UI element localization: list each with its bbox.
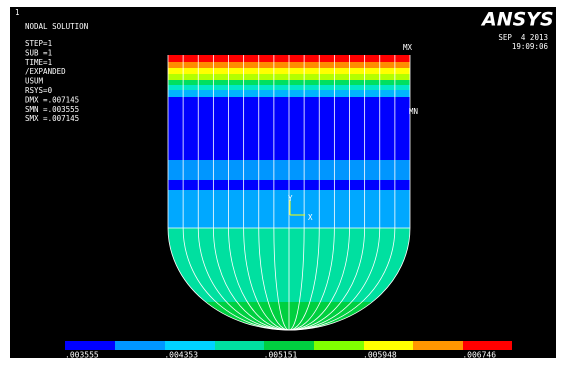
result-info-line: /EXPANDED — [25, 67, 66, 76]
viewport-number: 1 — [15, 8, 20, 17]
result-info-line: TIME=1 — [25, 58, 52, 67]
max-marker: MX — [403, 43, 413, 52]
ansys-window: 1 NODAL SOLUTION STEP=1SUB =1TIME=1/EXPA… — [0, 0, 566, 371]
legend-label: .006347 — [413, 360, 447, 369]
logo: ANSYS — [480, 9, 554, 31]
legend-bar — [65, 341, 512, 350]
legend-label: .004752 — [214, 360, 248, 369]
legend-label: .007145 — [478, 360, 512, 369]
result-info-line: DMX =.007145 — [25, 95, 79, 104]
axis-y-label: Y — [288, 194, 293, 203]
result-info-line: STEP=1 — [25, 39, 52, 48]
min-marker: MN — [409, 107, 418, 116]
legend-label: .005948 — [363, 351, 397, 360]
legend-label: .006746 — [462, 351, 496, 360]
result-info-line: SMN =.003555 — [25, 105, 79, 114]
result-info-line: USUM — [25, 77, 44, 86]
legend-label: .003954 — [115, 360, 149, 369]
time: 19:09:06 — [512, 42, 549, 51]
result-title: NODAL SOLUTION — [25, 22, 88, 31]
axis-x-label: X — [308, 213, 313, 222]
legend-label: .003555 — [65, 351, 99, 360]
legend-label: .005151 — [264, 351, 298, 360]
result-info-line: SMX =.007145 — [25, 114, 79, 123]
result-info-line: SUB =1 — [25, 48, 52, 57]
legend-label: .005549 — [313, 360, 347, 369]
legend-label: .004353 — [164, 351, 198, 360]
date: SEP 4 2013 — [498, 33, 548, 42]
result-info-line: RSYS=0 — [25, 86, 53, 95]
